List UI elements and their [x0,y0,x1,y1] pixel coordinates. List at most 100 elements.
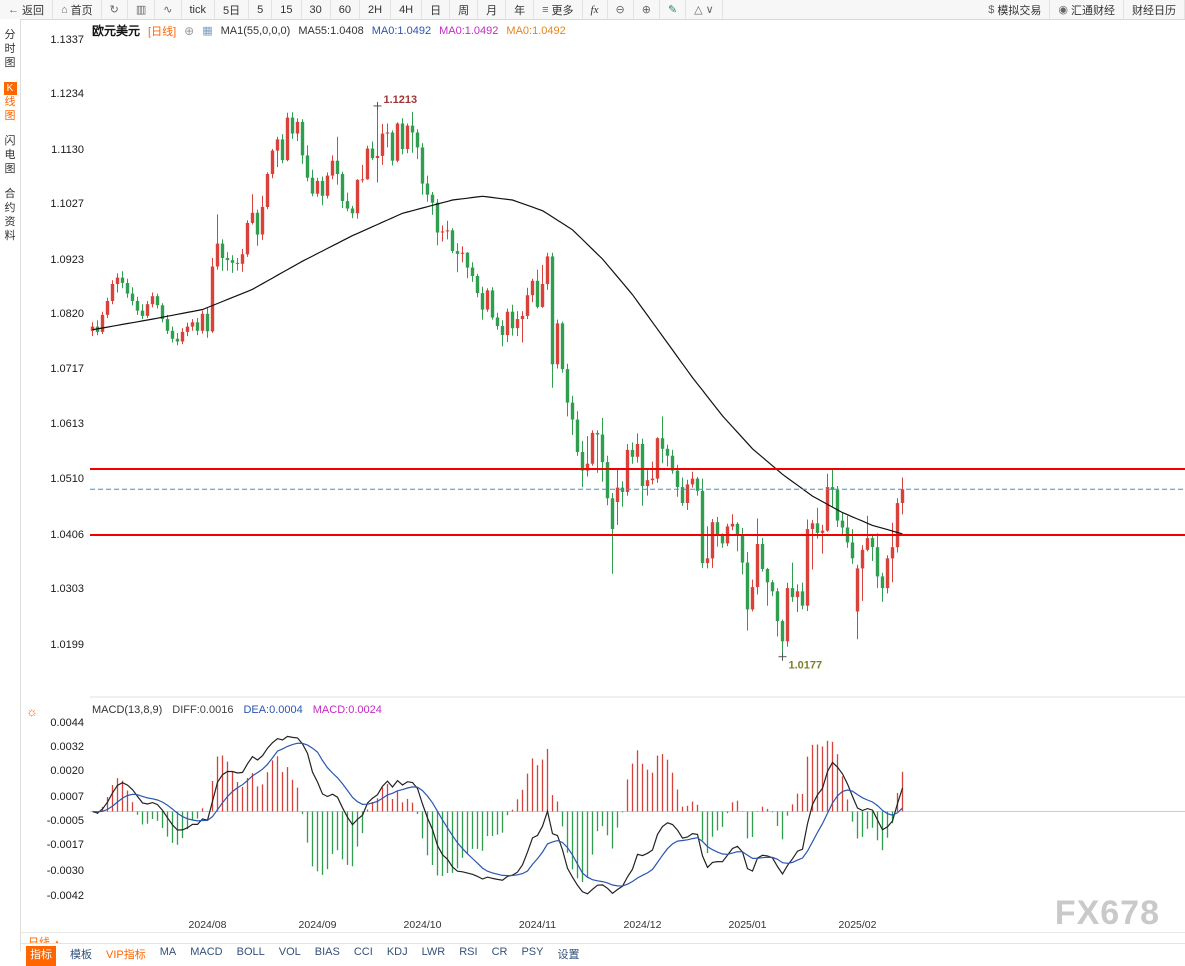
macd-axis-label: 0.0007 [50,790,84,803]
period-button-15[interactable]: 15 [272,0,302,19]
indicator-tab-MA[interactable]: MA [159,946,177,958]
price-axis-label: 1.1027 [50,198,84,211]
line-style-button[interactable]: ∿ [155,0,182,19]
indicator-tab-指标[interactable]: 指标 [26,946,56,966]
zoom-out-button[interactable]: ⊖ [608,0,634,19]
back-label: 返回 [22,4,44,17]
sidebar-item-char: K [3,82,17,95]
shapes-button[interactable]: △ ∨ [686,0,723,19]
macd-macd-value: MACD:0.0024 [312,704,382,716]
calendar-button[interactable]: 财经日历 [1124,0,1185,19]
price-axis-label: 1.0717 [50,363,84,376]
sidebar-item-分时图[interactable]: 分时图 [5,29,16,70]
sidebar-item-char: 时 [4,43,16,55]
refresh-button[interactable]: ↻ [102,0,128,19]
macd-diff-value: DIFF:0.0016 [172,704,234,716]
x-axis-label: 2025/01 [728,919,767,931]
toolbar: ← 返回 ⌂ 首页 ↻ ▥ ∿ tick 5日 5 15 30 60 2H 4H 日周月年 … [0,0,1185,20]
indicator-tab-BOLL[interactable]: BOLL [236,946,265,958]
sidebar-item-char: 资 [4,216,16,228]
indicator-tab-LWR[interactable]: LWR [421,946,446,958]
huitong-button[interactable]: ◉ 汇通财经 [1050,0,1124,19]
period-button-4H[interactable]: 4H [391,0,423,19]
refresh-icon: ↻ [109,4,119,16]
x-axis-label: 2024/12 [623,919,662,931]
huitong-label: 汇通财经 [1071,4,1115,17]
indicator-tab-模板[interactable]: 模板 [70,949,92,961]
back-button[interactable]: ← 返回 [0,0,53,19]
tick-label: tick [189,3,207,16]
more-button[interactable]: ≡ 更多 [534,0,583,19]
sidebar-item-char: 料 [4,230,16,242]
svg-text:1.0177: 1.0177 [789,660,823,672]
price-axis-label: 1.0923 [50,253,84,266]
indicator-tab-VIP指标[interactable]: VIP指标 [106,949,146,961]
home-button[interactable]: ⌂ 首页 [53,0,102,19]
huitong-logo-icon: ◉ [1058,4,1068,16]
indicator-tab-MACD[interactable]: MACD [190,946,223,958]
period-button-tick[interactable]: tick [182,0,215,19]
macd-axis-label: -0.0030 [46,865,84,878]
indicator-tab-RSI[interactable]: RSI [459,946,478,958]
period-button-30[interactable]: 30 [302,0,331,19]
period-button-月[interactable]: 月 [478,0,507,19]
macd-header: MACD(13,8,9) DIFF:0.0016 DEA:0.0004 MACD… [92,704,382,716]
kline-chart-icon: ▥ [135,4,147,16]
expand-triangle-icon: ▲ [53,937,61,947]
sidebar-item-char: 闪 [4,135,16,147]
macd-axis-label: -0.0042 [46,889,84,902]
fx-indicator-button[interactable]: fx [583,0,608,19]
macd-axis-label: 0.0020 [50,764,84,777]
period-button-2H[interactable]: 2H [360,0,392,19]
period-button-年[interactable]: 年 [506,0,535,19]
sidebar-item-char: 分 [4,29,16,41]
time-axis: 2024/08 2024/09 2024/10 2024/11 2024/12 2025/… [0,919,1185,933]
macd-axis: 0.0044 0.0032 0.0020 0.0007 -0.0005 -0.0017 -0… [0,0,84,951]
period-button-60[interactable]: 60 [331,0,360,19]
ma0-value-magenta: MA0:1.0492 [439,24,499,37]
svg-text:1.1213: 1.1213 [384,94,418,106]
ma-settings-label: MA1(55,0,0,0) [220,24,291,37]
indicator-tab-PSY[interactable]: PSY [521,946,544,958]
draw-button[interactable]: ✎ [660,0,687,19]
sidebar-item-闪电图[interactable]: 闪电图 [5,135,16,176]
indicator-tab-BIAS[interactable]: BIAS [314,946,340,958]
indicator-settings-icon[interactable]: ☼ [26,704,38,719]
ma-settings-icon[interactable]: ▦ [202,25,213,37]
period-button-日[interactable]: 日 [422,0,451,19]
period-button-5day[interactable]: 5日 [215,0,250,19]
price-axis-label: 1.1130 [51,143,84,156]
sim-trading-button[interactable]: $ 模拟交易 [980,0,1051,19]
triangle-icon: △ [694,4,703,16]
indicator-tab-CCI[interactable]: CCI [353,946,373,958]
x-axis-label: 2024/09 [298,919,337,931]
chart-header: 欧元美元 [日线] ⊕ ▦ MA1(55,0,0,0) MA55:1.0408 … [92,22,566,39]
x-axis-label: 2025/02 [838,919,877,931]
kline-style-button[interactable]: ▥ [128,0,156,19]
indicator-tab-KDJ[interactable]: KDJ [386,946,408,958]
indicator-tab-VOL[interactable]: VOL [278,946,301,958]
bottom-divider [0,932,1185,933]
ma0-value-orange: MA0:1.0492 [506,24,566,37]
period-button-周[interactable]: 周 [450,0,479,19]
indicator-tab-CR[interactable]: CR [491,946,508,958]
period-button-5[interactable]: 5 [249,0,273,19]
home-icon: ⌂ [61,3,68,16]
back-icon: ← [8,3,19,16]
add-icon[interactable]: ⊕ [184,23,195,38]
macd-axis-label: 0.0044 [50,716,84,729]
zoom-in-button[interactable]: ⊕ [634,0,660,19]
price-axis-label: 1.0820 [50,308,84,321]
sidebar-item-char: 图 [4,163,16,175]
price-axis: 1.1337 1.1234 1.1130 1.1027 1.0923 1.0820 1.07… [0,0,84,951]
dollar-icon: $ [988,3,995,16]
sidebar-item-合约资料[interactable]: 合约资料 [5,188,16,243]
fx-icon: fx [590,3,599,16]
indicator-tab-设置[interactable]: 设置 [557,949,580,961]
x-axis-label: 2024/08 [188,919,227,931]
home-label: 首页 [70,4,93,17]
sidebar-item-char: 图 [4,57,16,69]
